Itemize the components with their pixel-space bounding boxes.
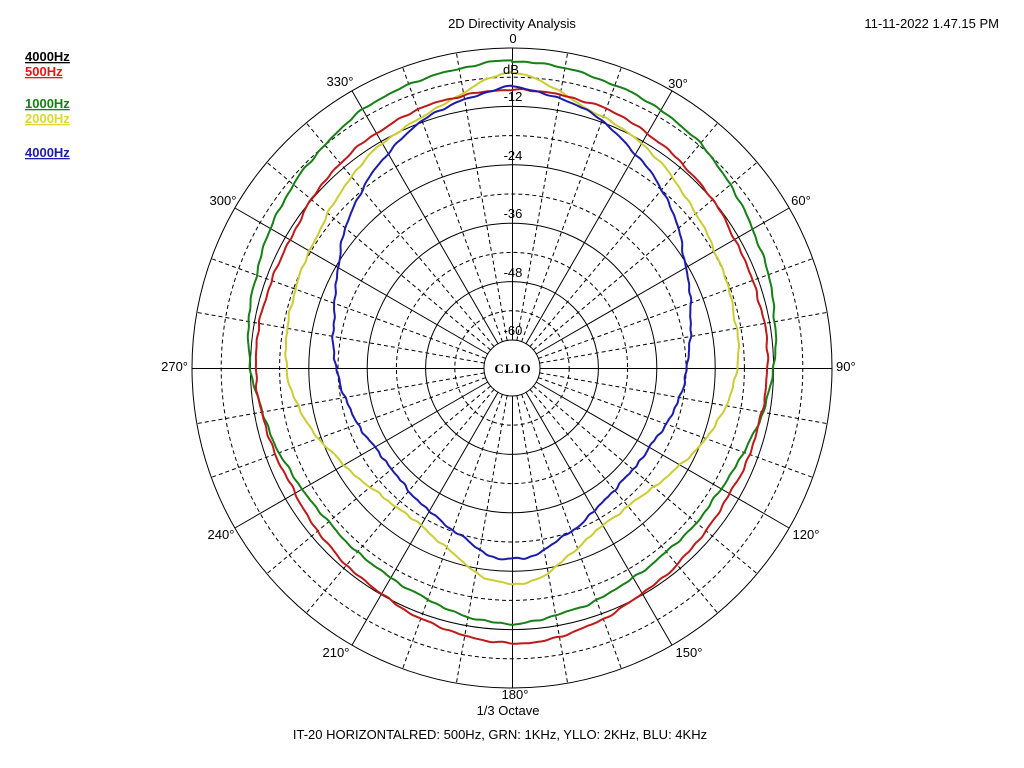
- svg-text:4000Hz: 4000Hz: [25, 49, 70, 64]
- svg-text:210°: 210°: [323, 645, 350, 660]
- svg-text:dB: dB: [503, 62, 519, 77]
- svg-text:120°: 120°: [793, 527, 820, 542]
- svg-text:90°: 90°: [836, 359, 856, 374]
- svg-text:-24: -24: [504, 148, 523, 163]
- svg-text:IT-20 HORIZONTALRED: 500Hz, GR: IT-20 HORIZONTALRED: 500Hz, GRN: 1KHz, Y…: [293, 727, 707, 742]
- svg-text:4000Hz: 4000Hz: [25, 145, 70, 160]
- svg-text:-60: -60: [504, 323, 523, 338]
- svg-text:30°: 30°: [668, 76, 688, 91]
- svg-text:150°: 150°: [676, 645, 703, 660]
- svg-text:-12: -12: [504, 89, 523, 104]
- svg-text:CLIO: CLIO: [494, 361, 531, 376]
- svg-text:-36: -36: [504, 206, 523, 221]
- svg-text:-48: -48: [504, 265, 523, 280]
- svg-text:60°: 60°: [791, 193, 811, 208]
- svg-text:500Hz: 500Hz: [25, 64, 63, 79]
- svg-text:330°: 330°: [327, 74, 354, 89]
- svg-text:180°: 180°: [502, 687, 529, 702]
- svg-text:11-11-2022 1.47.15 PM: 11-11-2022 1.47.15 PM: [864, 16, 999, 31]
- svg-text:1/3 Octave: 1/3 Octave: [477, 703, 540, 718]
- svg-text:300°: 300°: [210, 193, 237, 208]
- svg-text:1000Hz: 1000Hz: [25, 96, 70, 111]
- svg-text:0: 0: [509, 31, 516, 46]
- svg-text:2D Directivity Analysis: 2D Directivity Analysis: [448, 16, 576, 31]
- svg-text:2000Hz: 2000Hz: [25, 111, 70, 126]
- svg-text:240°: 240°: [208, 527, 235, 542]
- svg-text:270°: 270°: [161, 359, 188, 374]
